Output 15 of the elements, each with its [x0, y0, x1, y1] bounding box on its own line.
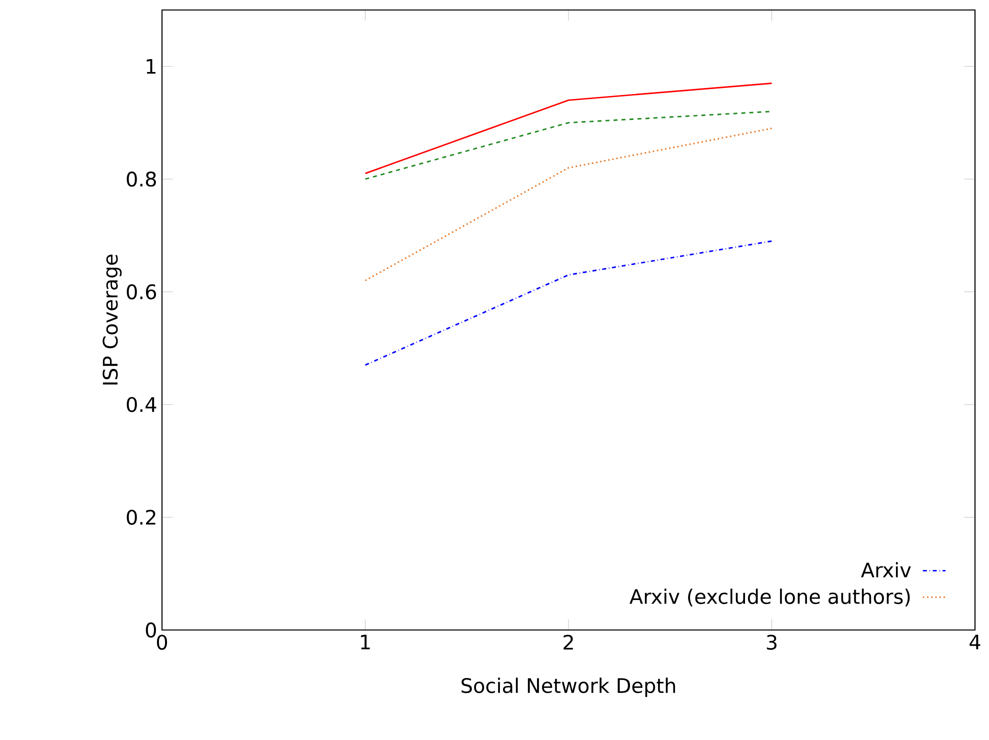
legend-label: Arxiv (exclude lone authors) [630, 588, 910, 606]
x-axis-title: Social Network Depth [462, 678, 676, 698]
legend-label: Arxiv [861, 562, 911, 578]
x-tick-label: 0 [156, 634, 168, 650]
x-tick-label: 3 [766, 634, 777, 650]
y-axis-title: ISP Coverage [102, 254, 122, 384]
x-tick-label: 4 [970, 634, 980, 650]
x-tick-label: 1 [361, 634, 370, 650]
x-tick-label: 2 [564, 634, 573, 650]
y-tick-label: 0.8 [126, 172, 156, 187]
y-tick-label: 0.4 [126, 396, 156, 412]
y-tick-label: 1 [146, 59, 156, 74]
y-tick-label: 0.2 [126, 510, 156, 525]
y-tick-label: 0.6 [126, 284, 156, 300]
y-tick-label: 0 [146, 622, 156, 638]
